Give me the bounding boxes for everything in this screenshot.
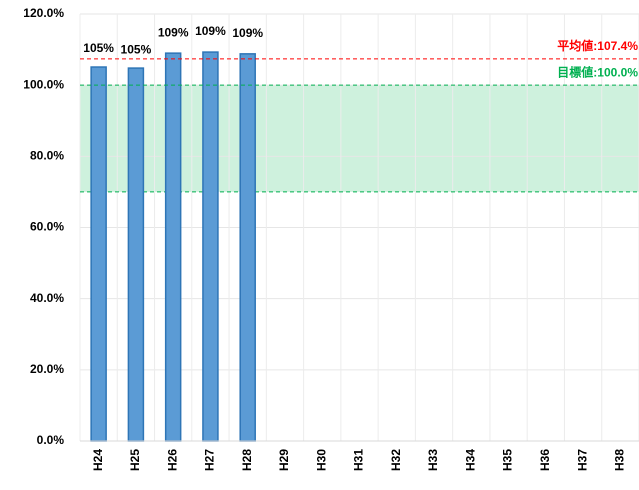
x-tick-label: H31 xyxy=(352,449,366,471)
x-tick-label: H24 xyxy=(91,449,105,471)
x-tick-label: H29 xyxy=(277,449,291,471)
y-tick-label: 20.0% xyxy=(30,362,64,376)
x-tick-label: H35 xyxy=(501,449,515,471)
data-label: 109% xyxy=(195,24,226,38)
x-tick-label: H27 xyxy=(203,449,217,471)
x-tick-label: H36 xyxy=(538,449,552,471)
y-tick-label: 80.0% xyxy=(30,149,64,163)
x-tick-label: H32 xyxy=(389,449,403,471)
y-tick-label: 60.0% xyxy=(30,220,64,234)
reference-label: 平均値:107.4% xyxy=(557,38,638,53)
x-tick-label: H30 xyxy=(314,449,328,471)
x-tick-label: H37 xyxy=(575,449,589,471)
x-tick-label: H26 xyxy=(165,449,179,471)
x-tick-label: H25 xyxy=(128,449,142,471)
y-tick-label: 0.0% xyxy=(37,433,65,447)
bar xyxy=(239,53,256,442)
bar xyxy=(164,52,182,442)
x-tick-label: H33 xyxy=(426,449,440,471)
x-tick-label: H28 xyxy=(240,449,254,471)
bar xyxy=(127,67,145,442)
y-tick-label: 100.0% xyxy=(23,77,64,91)
y-tick-label: 120.0% xyxy=(23,6,64,20)
target-band xyxy=(80,85,639,192)
reference-label: 目標値:100.0% xyxy=(557,64,638,79)
bar xyxy=(202,51,219,442)
data-label: 109% xyxy=(232,26,263,40)
y-tick-label: 40.0% xyxy=(30,291,64,305)
x-tick-label: H34 xyxy=(463,449,477,471)
data-label: 105% xyxy=(121,42,152,56)
data-label: 109% xyxy=(158,25,189,39)
bar xyxy=(90,66,107,442)
data-label: 105% xyxy=(83,41,114,55)
x-tick-label: H38 xyxy=(613,449,627,471)
